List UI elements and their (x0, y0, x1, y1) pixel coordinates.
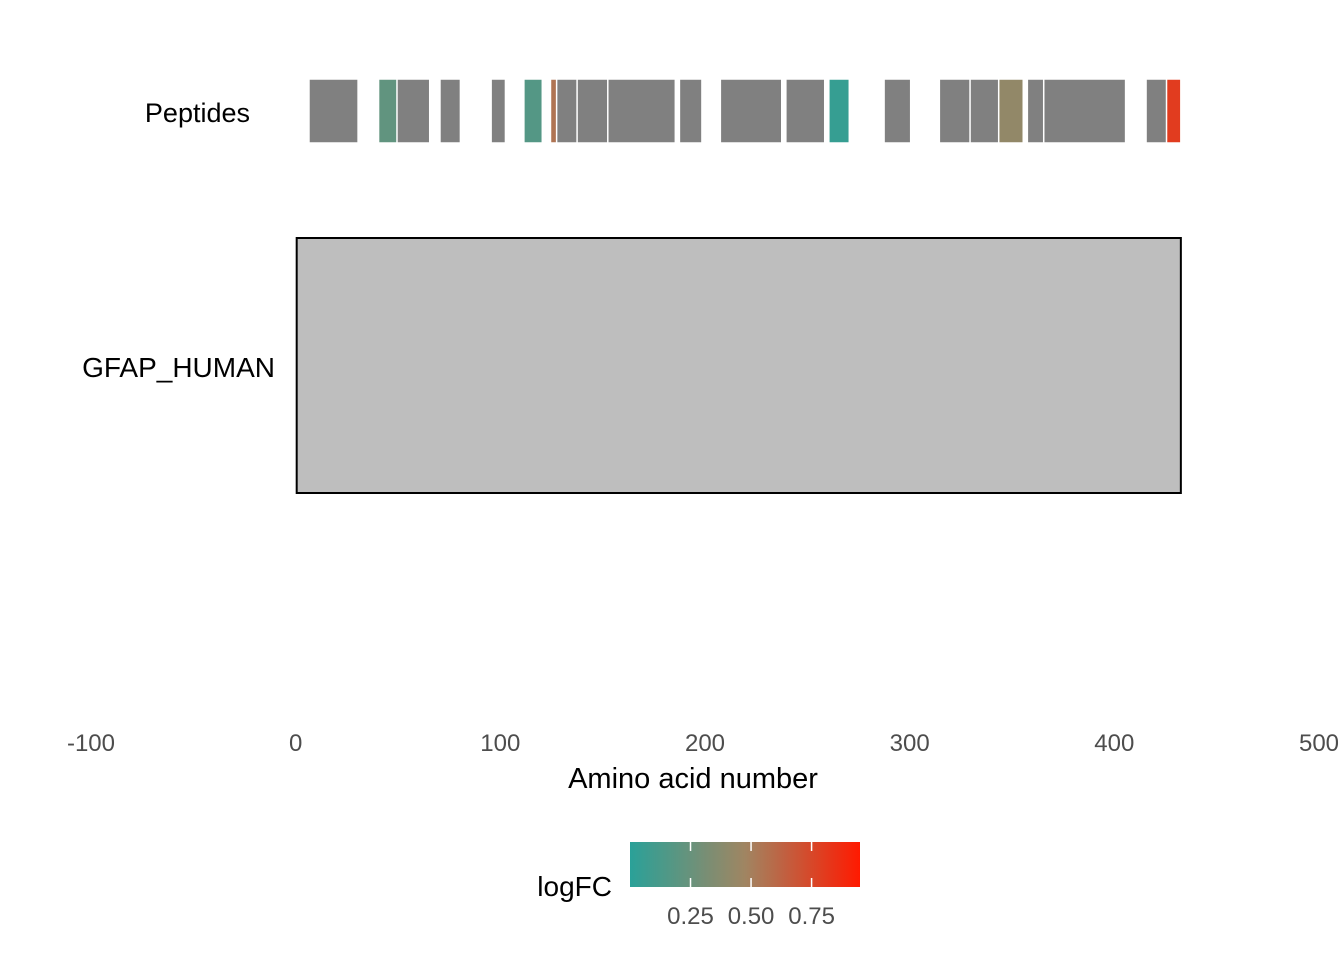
x-axis-ticks: -100 0 100 200 300 400 500 (67, 730, 1339, 757)
peptide-bar-17 (969, 78, 1002, 144)
peptide-bar-5 (490, 78, 507, 144)
x-axis-title: Amino acid number (568, 763, 818, 795)
x-tick-label: 500 (1299, 730, 1339, 757)
x-tick-label: 300 (890, 730, 930, 757)
peptide-bar-3 (396, 78, 431, 144)
peptide-bar-15 (883, 78, 912, 144)
peptide-bar-6 (523, 78, 544, 144)
legend-tick-label: 0.50 (728, 903, 775, 930)
protein-bar (295, 237, 1182, 494)
x-tick-label: 400 (1094, 730, 1134, 757)
peptide-bar-18 (997, 78, 1025, 144)
protein-track (295, 237, 1182, 494)
peptide-bar-1 (308, 78, 359, 144)
peptide-bar-8 (555, 78, 580, 144)
legend-tick-label: 0.25 (667, 903, 714, 930)
legend-title: logFC (537, 871, 612, 902)
y-tick-label-protein: GFAP_HUMAN (82, 352, 275, 383)
peptide-bar-22 (1165, 78, 1182, 144)
peptide-track (308, 78, 1182, 144)
peptide-bar-20 (1042, 78, 1127, 144)
peptide-bar-11 (678, 78, 703, 144)
x-tick-label: 100 (480, 730, 520, 757)
peptide-bar-9 (576, 78, 611, 144)
peptide-bar-21 (1145, 78, 1170, 144)
legend-colorbar (630, 842, 860, 887)
y-tick-label-peptides: Peptides (145, 98, 250, 128)
peptide-bar-16 (938, 78, 973, 144)
peptide-bar-4 (439, 78, 462, 144)
x-tick-label: -100 (67, 730, 115, 757)
peptide-bar-2 (377, 78, 400, 144)
x-tick-label: 0 (289, 730, 302, 757)
peptide-bar-10 (607, 78, 677, 144)
peptide-bar-13 (785, 78, 826, 144)
peptide-bar-12 (719, 78, 783, 144)
peptide-bar-14 (828, 78, 851, 144)
legend: logFC 0.25 0.50 0.75 (537, 842, 860, 930)
legend-tick-label: 0.75 (788, 903, 835, 930)
x-tick-label: 200 (685, 730, 725, 757)
